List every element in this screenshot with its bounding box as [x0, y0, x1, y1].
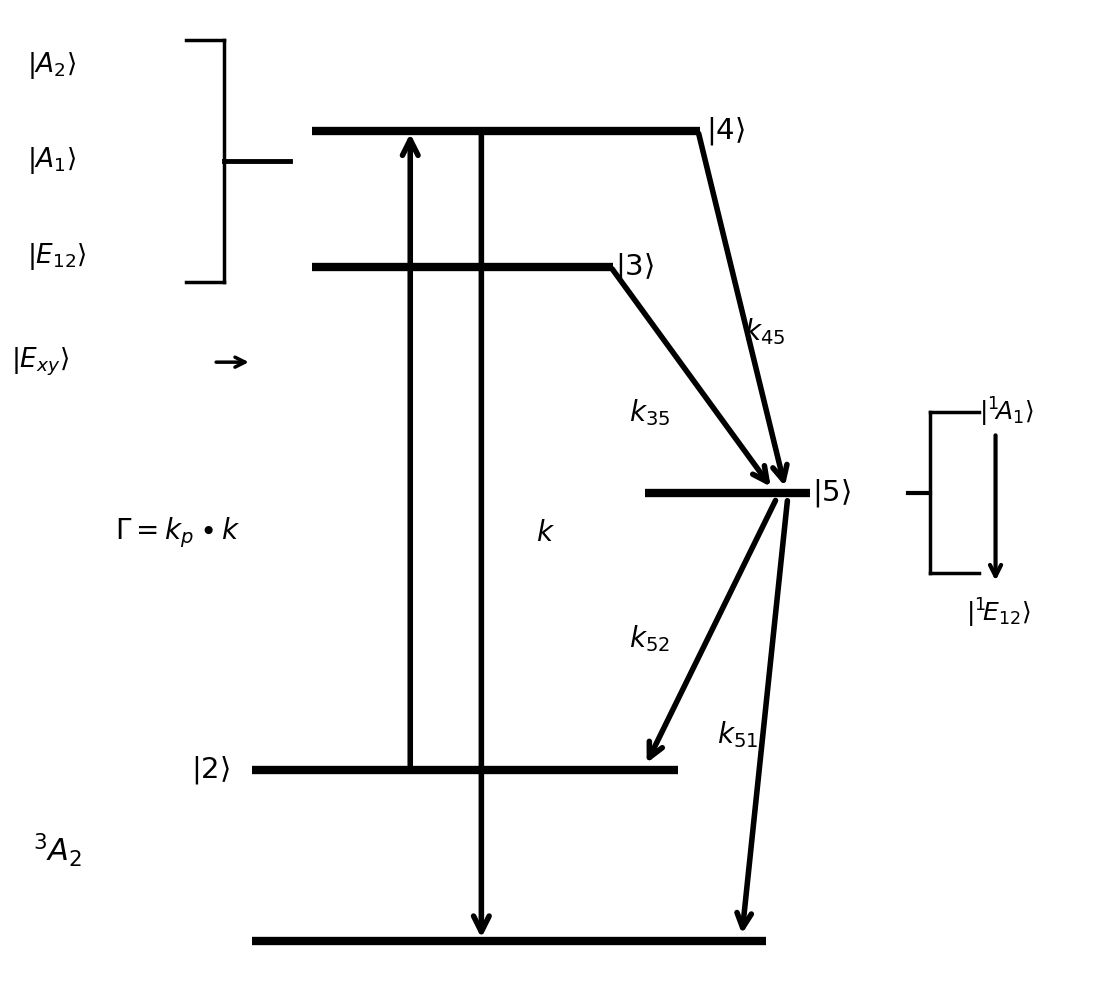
Text: $|4\rangle$: $|4\rangle$	[706, 115, 745, 147]
Text: $|^1\!E_{12}\rangle$: $|^1\!E_{12}\rangle$	[966, 597, 1031, 631]
Text: $|A_2\rangle$: $|A_2\rangle$	[27, 50, 77, 80]
Text: $|2\rangle$: $|2\rangle$	[191, 753, 231, 786]
Text: $|^1\!A_1\rangle$: $|^1\!A_1\rangle$	[979, 395, 1034, 430]
Text: $|E_{xy}\rangle$: $|E_{xy}\rangle$	[11, 346, 69, 378]
Text: $k_{45}$: $k_{45}$	[744, 317, 785, 347]
Text: $|E_{12}\rangle$: $|E_{12}\rangle$	[27, 241, 88, 272]
Text: $|A_1\rangle$: $|A_1\rangle$	[27, 146, 77, 176]
Text: $\Gamma = k_p \bullet k$: $\Gamma = k_p \bullet k$	[115, 516, 241, 550]
Text: $k$: $k$	[536, 520, 555, 546]
Text: $^3A_2$: $^3A_2$	[33, 831, 82, 869]
Text: $|3\rangle$: $|3\rangle$	[615, 250, 654, 283]
Text: $k_{51}$: $k_{51}$	[717, 719, 758, 749]
Text: $|5\rangle$: $|5\rangle$	[812, 477, 851, 509]
Text: $k_{52}$: $k_{52}$	[629, 624, 670, 654]
Text: $k_{35}$: $k_{35}$	[629, 397, 671, 428]
